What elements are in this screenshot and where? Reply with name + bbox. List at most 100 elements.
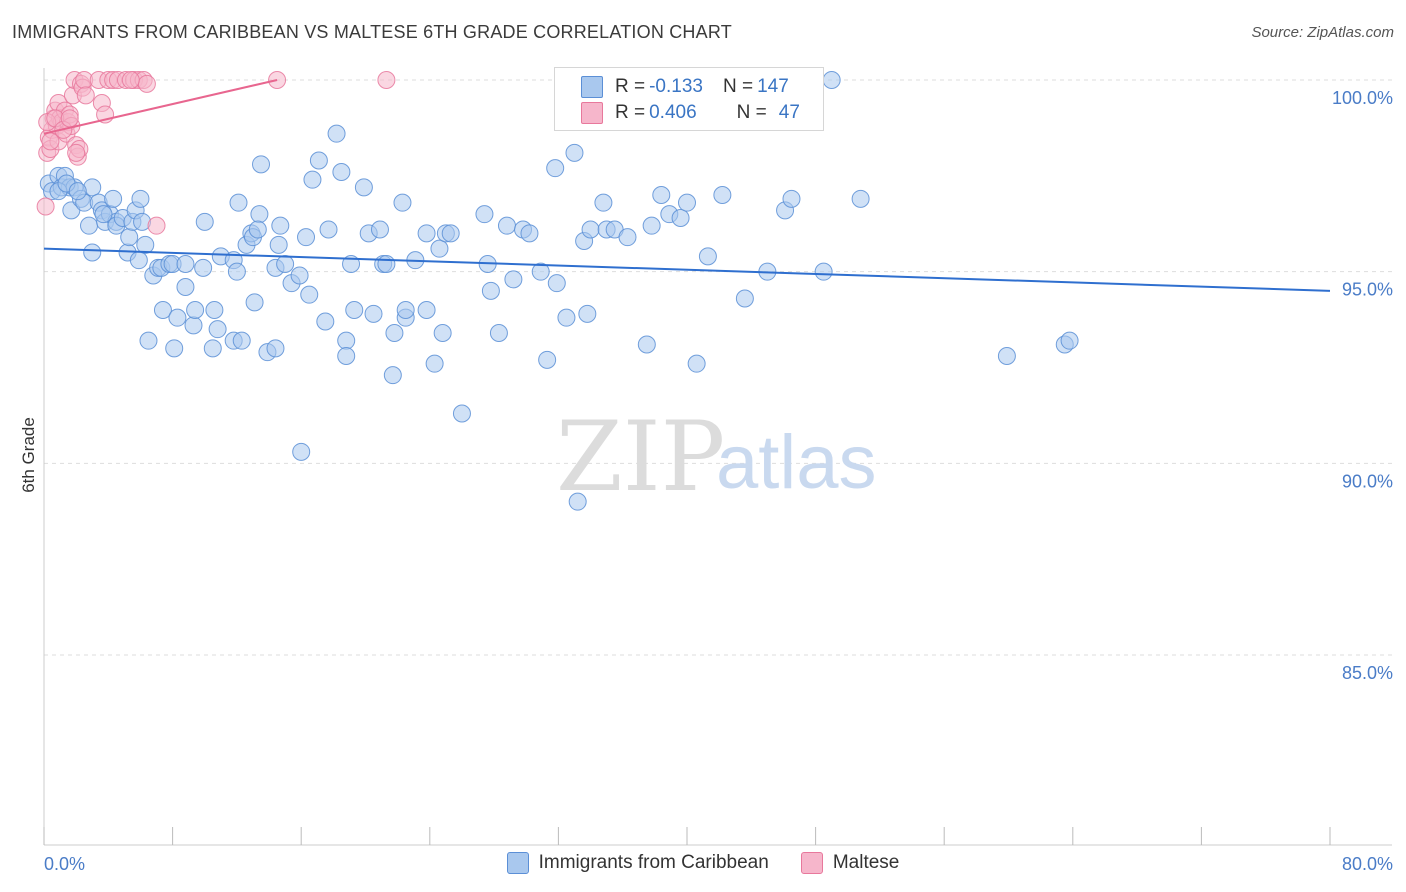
point-caribbean (136, 235, 155, 254)
point-caribbean (475, 205, 494, 224)
point-caribbean (698, 247, 717, 266)
point-caribbean (176, 278, 195, 296)
point-caribbean (782, 189, 801, 208)
point-caribbean (337, 347, 356, 365)
point-caribbean (337, 331, 356, 350)
point-caribbean (687, 354, 706, 373)
point-caribbean (345, 301, 364, 319)
legend-item-maltese[interactable]: Maltese (800, 852, 900, 874)
point-caribbean (642, 216, 661, 235)
legend-label-maltese: Maltese (832, 852, 900, 873)
point-caribbean (547, 274, 566, 293)
point-caribbean (504, 270, 523, 289)
point-caribbean (94, 205, 113, 224)
legend-item-caribbean[interactable]: Immigrants from Caribbean (506, 852, 769, 874)
point-caribbean (248, 220, 267, 239)
point-caribbean (195, 212, 214, 231)
trend-lines (43, 79, 1331, 292)
point-caribbean (252, 155, 271, 174)
point-caribbean (652, 186, 671, 204)
point-caribbean (250, 205, 269, 224)
point-caribbean (332, 163, 351, 181)
point-caribbean (269, 235, 288, 254)
x-tick-label: 80.0% (1342, 854, 1393, 874)
point-maltese (76, 86, 95, 105)
point-caribbean (205, 301, 224, 319)
point-caribbean (139, 331, 158, 350)
point-caribbean (417, 224, 436, 243)
point-caribbean (531, 262, 550, 281)
point-caribbean (316, 312, 335, 331)
point-caribbean (186, 301, 205, 319)
y-tick-label: 85.0% (1342, 663, 1393, 683)
point-caribbean (292, 442, 311, 461)
point-caribbean (227, 262, 246, 281)
point-caribbean (396, 301, 415, 319)
point-caribbean (229, 193, 248, 212)
legend-label-caribbean: Immigrants from Caribbean (538, 852, 769, 873)
legend-swatch-blue (581, 76, 603, 98)
point-caribbean (300, 285, 319, 304)
legend-n-label: N = (736, 102, 767, 123)
legend-swatch-pink (800, 852, 823, 874)
point-caribbean (370, 220, 389, 239)
point-caribbean (104, 189, 123, 208)
point-caribbean (713, 186, 732, 204)
point-caribbean (131, 189, 150, 208)
point-maltese (67, 143, 86, 162)
point-caribbean (581, 220, 600, 239)
point-caribbean (303, 170, 322, 189)
point-caribbean (168, 308, 187, 327)
point-caribbean (83, 243, 102, 262)
point-caribbean (481, 281, 500, 300)
point-caribbean (184, 316, 203, 335)
point-caribbean (232, 331, 251, 350)
point-caribbean (417, 301, 436, 319)
point-caribbean (393, 193, 412, 212)
trend-line-maltese (43, 79, 278, 135)
point-caribbean (309, 151, 328, 170)
point-caribbean (520, 224, 539, 243)
y-tick-label: 100.0% (1332, 88, 1393, 108)
point-caribbean (80, 216, 99, 235)
legend-r-label: R = (615, 102, 646, 123)
point-caribbean (276, 255, 295, 273)
point-caribbean (153, 301, 172, 319)
point-maltese (147, 216, 166, 235)
source-credit: Source: ZipAtlas.com (1251, 24, 1394, 41)
point-caribbean (735, 289, 754, 308)
point-caribbean (245, 293, 264, 312)
point-caribbean (194, 258, 213, 277)
point-caribbean (176, 255, 195, 273)
point-caribbean (678, 193, 696, 212)
point-caribbean (297, 228, 316, 247)
point-caribbean (594, 193, 613, 212)
chart-title: IMMIGRANTS FROM CARIBBEAN VS MALTESE 6TH… (12, 22, 732, 42)
point-maltese (121, 71, 140, 89)
point-caribbean (430, 239, 449, 258)
point-caribbean (165, 339, 184, 358)
y-axis-label: 6th Grade (19, 417, 38, 493)
y-tick-label: 95.0% (1342, 280, 1393, 300)
legend-swatch-pink (581, 102, 603, 124)
point-caribbean (364, 304, 383, 323)
legend-r-value: -0.133 (649, 76, 703, 97)
point-caribbean (385, 324, 404, 342)
point-caribbean (822, 71, 841, 89)
point-caribbean (319, 220, 338, 239)
legend-n-label: N = (722, 76, 754, 97)
gridlines (44, 79, 1392, 656)
point-caribbean (354, 178, 373, 197)
axes (43, 68, 1392, 846)
series-maltese-points (36, 71, 396, 235)
point-caribbean (425, 354, 444, 373)
point-maltese (36, 197, 55, 216)
y-tick-label: 90.0% (1342, 471, 1393, 491)
point-caribbean (671, 209, 690, 227)
watermark-atlas: atlas (716, 420, 877, 505)
tick-labels: 100.0% 95.0% 90.0% 85.0% 0.0% 80.0% (44, 88, 1393, 874)
point-caribbean (290, 266, 309, 285)
point-caribbean (271, 216, 290, 235)
point-maltese (377, 71, 396, 89)
